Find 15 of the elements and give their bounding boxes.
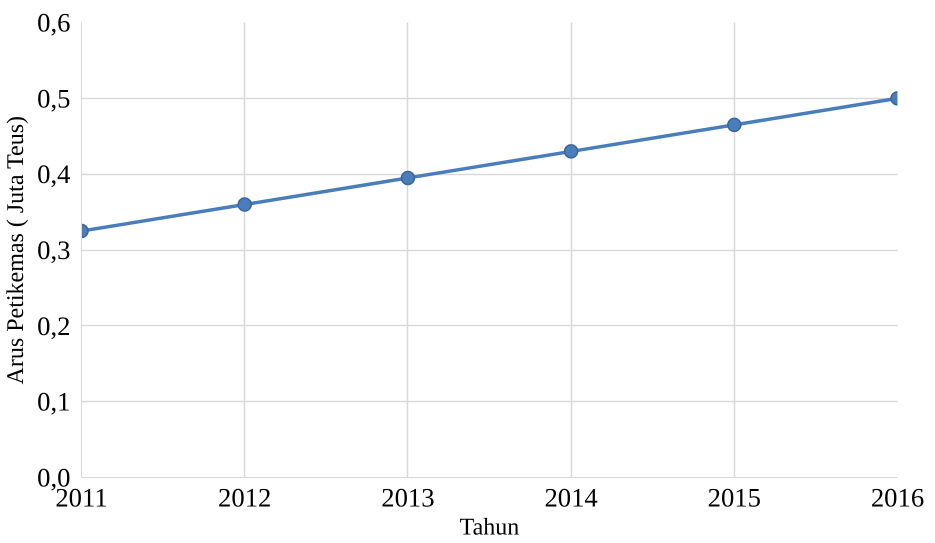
x-tick-label: 2016	[870, 482, 924, 512]
x-tick-label: 2013	[381, 482, 435, 512]
y-axis-title: Arus Petikemas ( Juta Teus)	[3, 116, 30, 384]
point	[564, 144, 578, 159]
point	[400, 170, 416, 186]
x-axis-title: Tahun	[460, 514, 520, 540]
y-tick-label: 0,5	[37, 83, 71, 114]
y-tick-label: 0,2	[37, 310, 71, 341]
x-tick-label: 2012	[218, 482, 272, 512]
y-tick-label: 0,3	[37, 235, 71, 265]
y-tick-label: 0,6	[37, 8, 71, 38]
x-tick-label: 2015	[708, 482, 761, 512]
x-tick-label: 2014	[544, 482, 598, 512]
y-tick-label: 0,1	[37, 386, 71, 417]
y-tick-label: 0,4	[37, 159, 71, 190]
